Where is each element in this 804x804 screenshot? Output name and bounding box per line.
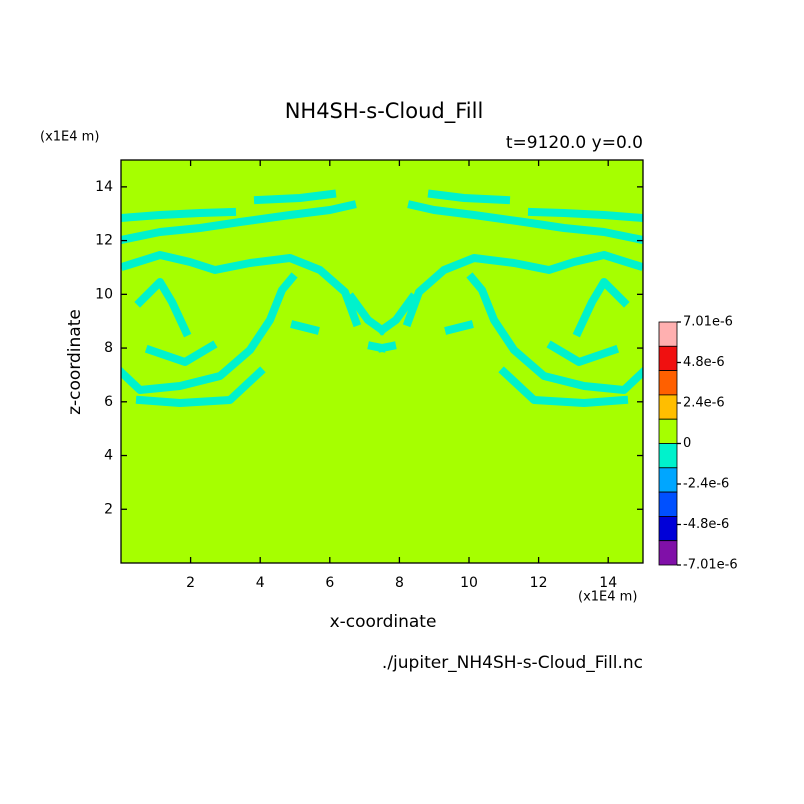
x-tick-label: 6 (325, 575, 334, 591)
colorbar-label: 7.01e-6 (683, 315, 733, 330)
chart-title: NH4SH-s-Cloud_Fill (285, 99, 484, 124)
x-tick-label: 10 (460, 575, 478, 591)
y-axis-label: z-coordinate (65, 309, 85, 415)
x-tick-label: 4 (256, 575, 265, 591)
source-file: ./jupiter_NH4SH-s-Cloud_Fill.nc (382, 653, 643, 673)
colorbar-box (658, 345, 678, 371)
colorbar-label: 0 (683, 436, 691, 451)
x-tick-label: 14 (599, 575, 617, 591)
colorbar-box (658, 418, 678, 444)
x-axis-label: x-coordinate (330, 612, 437, 632)
colorbar-box (658, 394, 678, 420)
y-tick-label: 12 (95, 233, 113, 249)
colorbar-box (658, 516, 678, 542)
plot-area (120, 159, 644, 564)
colorbar-label: 2.4e-6 (683, 396, 725, 411)
y-tick-label: 14 (95, 179, 113, 195)
x-tick-label: 12 (530, 575, 548, 591)
y-tick-label: 8 (104, 340, 113, 356)
colorbar-box (658, 540, 678, 566)
x-tick-label: 8 (395, 575, 404, 591)
subtitle: t=9120.0 y=0.0 (506, 133, 643, 153)
y-unit: (x1E4 m) (40, 130, 99, 145)
y-tick-label: 2 (104, 501, 113, 517)
x-tick-label: 2 (186, 575, 195, 591)
colorbar-label: -4.8e-6 (683, 517, 729, 532)
colorbar-label: 4.8e-6 (683, 355, 725, 370)
colorbar-box (658, 443, 678, 469)
field (121, 160, 643, 563)
y-tick-label: 4 (104, 448, 113, 464)
colorbar-box (658, 321, 678, 347)
x-unit: (x1E4 m) (578, 590, 637, 605)
y-tick-label: 10 (95, 286, 113, 302)
y-tick-label: 6 (104, 394, 113, 410)
colorbar-label: -2.4e-6 (683, 477, 729, 492)
colorbar-box (658, 370, 678, 396)
colorbar-box (658, 467, 678, 493)
colorbar-label: -7.01e-6 (683, 558, 738, 573)
plot-frame (120, 159, 644, 564)
colorbar-box (658, 491, 678, 517)
